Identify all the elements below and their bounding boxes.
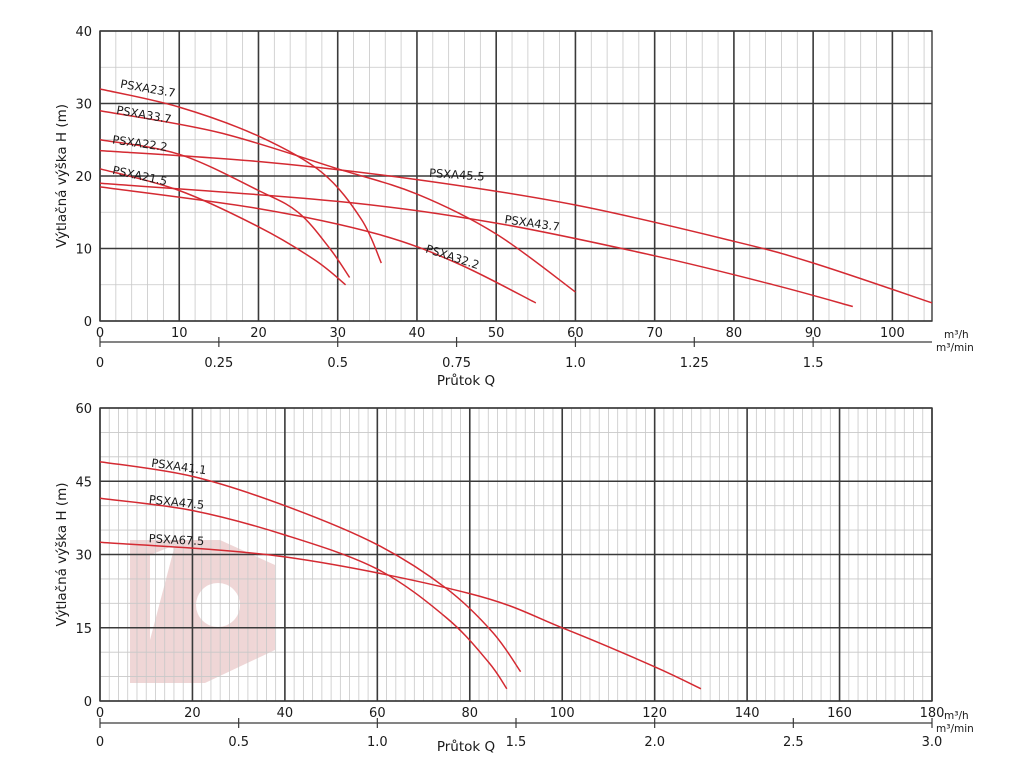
x-tick-label: 10 <box>171 326 188 341</box>
y-axis-label: Výtlačná výška H (m) <box>54 104 70 248</box>
x-tick-label: 100 <box>880 326 905 341</box>
x-tick-label: 60 <box>369 706 386 721</box>
y-tick-label: 30 <box>75 549 92 564</box>
major-grid <box>99 30 932 322</box>
x-unit-secondary: m³/min <box>936 342 974 354</box>
secondary-tick-label: 0.5 <box>228 735 249 750</box>
y-tick-label: 0 <box>84 315 92 330</box>
x-tick-label: 40 <box>277 706 294 721</box>
y-tick-label: 20 <box>75 170 92 185</box>
secondary-tick-label: 1.5 <box>506 735 527 750</box>
pump-curve-psxa23-7 <box>99 88 382 264</box>
x-tick-label: 80 <box>726 326 743 341</box>
pump-curve-psxa22-2 <box>99 139 351 278</box>
x-unit-secondary: m³/min <box>936 723 974 735</box>
secondary-tick-label: 1.0 <box>565 356 586 371</box>
x-tick-label: 180 <box>920 706 945 721</box>
watermark-logo <box>130 540 275 683</box>
secondary-tick-label: 0.5 <box>327 356 348 371</box>
secondary-tick-label: 2.5 <box>783 735 804 750</box>
secondary-tick-label: 0.25 <box>204 356 233 371</box>
y-tick-label: 15 <box>75 622 92 637</box>
secondary-tick-label: 1.5 <box>803 356 824 371</box>
y-tick-label: 45 <box>75 475 92 490</box>
pump-curve-psxa47-5 <box>99 497 508 690</box>
plot-frame <box>99 407 933 702</box>
x-unit-primary: m³/h <box>944 329 969 341</box>
pump-curve-psxa32-2 <box>99 186 537 304</box>
y-tick-label: 60 <box>75 402 92 417</box>
x-unit-primary: m³/h <box>944 710 969 722</box>
chart-top: 0 10 20 30 40 50 60 70 80 90 100 0 10 20 30 40 0 0.25 0.5 0… <box>54 25 974 389</box>
y-tick-label: 30 <box>75 98 92 113</box>
secondary-tick-label: 3.0 <box>922 735 943 750</box>
curve-label: PSXA67.5 <box>148 531 204 548</box>
curve-label: PSXA47.5 <box>148 492 205 512</box>
curve-label: PSXA45.5 <box>429 166 485 184</box>
y-axis-label: Výtlačná výška H (m) <box>54 482 70 626</box>
pump-curve-psxa67-5 <box>99 541 702 690</box>
pump-curve-psxa33-7 <box>99 110 576 293</box>
y-tick-label: 0 <box>84 695 92 710</box>
x-tick-label: 0 <box>96 326 104 341</box>
y-tick-label: 40 <box>75 25 92 40</box>
secondary-tick-label: 0 <box>96 356 104 371</box>
chart-bottom: 0 20 40 60 80 100 120 140 160 180 0 15 30 45 60 0 0.5 1.0… <box>54 402 974 755</box>
x-tick-label: 70 <box>646 326 663 341</box>
x-tick-label: 160 <box>827 706 852 721</box>
x-tick-label: 40 <box>409 326 426 341</box>
plot-frame <box>99 30 933 322</box>
x-tick-label: 0 <box>96 706 104 721</box>
secondary-tick-label: 2.0 <box>644 735 665 750</box>
x-tick-label: 120 <box>642 706 667 721</box>
pump-curve-psxa43-7 <box>99 182 853 308</box>
pump-curve-psxa21-5 <box>99 168 347 286</box>
x-tick-label: 50 <box>488 326 505 341</box>
secondary-tick-label: 1.25 <box>680 356 709 371</box>
x-tick-label: 140 <box>735 706 760 721</box>
x-axis-label: Průtok Q <box>437 739 495 755</box>
curve-label: PSXA33.7 <box>115 103 172 126</box>
x-tick-label: 100 <box>550 706 575 721</box>
secondary-tick-label: 0.75 <box>442 356 471 371</box>
x-tick-label: 80 <box>462 706 479 721</box>
pump-curve-psxa41-1 <box>99 460 522 673</box>
curve-label: PSXA22.2 <box>111 132 168 154</box>
x-tick-label: 20 <box>184 706 201 721</box>
secondary-tick-label: 0 <box>96 735 104 750</box>
secondary-tick-label: 1.0 <box>367 735 388 750</box>
x-tick-label: 60 <box>567 326 584 341</box>
x-tick-label: 30 <box>329 326 346 341</box>
x-axis-label: Průtok Q <box>437 373 495 389</box>
major-grid <box>99 407 933 702</box>
y-tick-label: 10 <box>75 243 92 258</box>
x-tick-label: 90 <box>805 326 822 341</box>
x-tick-label: 20 <box>250 326 267 341</box>
pump-curve-psxa45-5 <box>99 149 933 304</box>
